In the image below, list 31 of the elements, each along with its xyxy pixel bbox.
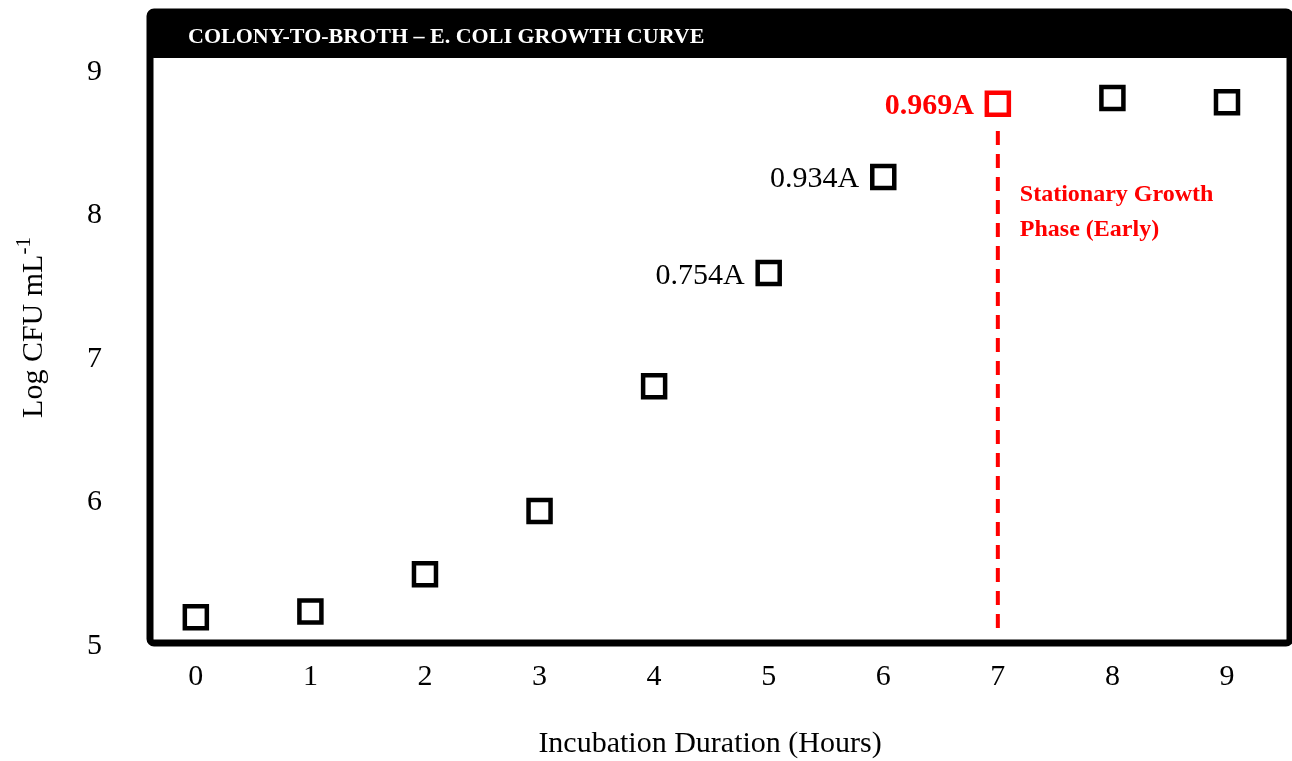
x-tick-label: 7: [990, 658, 1006, 691]
point: [297, 598, 324, 625]
point: [870, 163, 897, 191]
x-axis-title: Incubation Duration (Hours): [538, 725, 882, 759]
point: [526, 497, 553, 525]
x-tick-label: 9: [1219, 658, 1235, 691]
x-tick-label: 2: [417, 658, 433, 691]
point: [755, 259, 782, 287]
point: [984, 90, 1012, 118]
y-tick-label: 9: [87, 52, 102, 86]
annotation: 0.754A: [655, 256, 746, 290]
y-tick-label: 8: [87, 196, 102, 230]
y-tick-label: 6: [87, 483, 102, 517]
y-tick-label: 5: [87, 626, 102, 660]
point: [411, 560, 439, 588]
x-tick-label: 8: [1104, 658, 1120, 691]
x-tick-label: 3: [532, 658, 548, 691]
text: COLONY-TO-BROTH – E. COLI GROWTH CURVE: [188, 22, 705, 48]
x-tick-label: 0: [188, 658, 204, 691]
x-tick-label: 6: [875, 658, 891, 691]
annotation: 0.969A: [884, 87, 975, 121]
annotation: 0.934A: [770, 160, 860, 194]
x-tick-label: 1: [302, 658, 318, 691]
point: [182, 603, 210, 631]
point: [1213, 89, 1241, 116]
x-tick-label: 5: [761, 658, 777, 691]
y-tick-label: 7: [87, 339, 102, 373]
x-tick-label: 4: [646, 658, 662, 691]
point: [640, 373, 668, 400]
point: [1099, 84, 1126, 112]
ref-line-label: Stationary Growth Phase (Early): [1019, 180, 1214, 242]
